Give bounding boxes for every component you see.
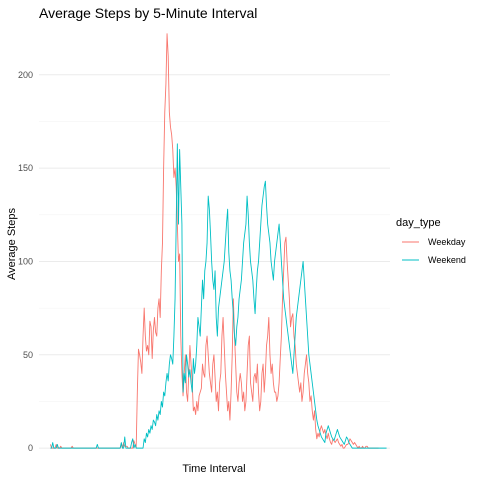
y-axis-ticks: 0 50 100 150 200	[18, 70, 33, 453]
legend-label-weekday: Weekday	[428, 237, 466, 247]
y-tick-label: 150	[18, 163, 33, 173]
y-tick-label: 50	[23, 350, 33, 360]
y-tick-label: 200	[18, 70, 33, 80]
series-lines	[49, 33, 387, 449]
chart-title: Average Steps by 5-Minute Interval	[39, 5, 257, 21]
series-line-weekday	[49, 33, 379, 449]
series-line-weekend	[50, 143, 387, 449]
legend-label-weekend: Weekend	[428, 255, 466, 265]
y-axis-title: Average Steps	[6, 208, 18, 280]
y-tick-label: 0	[28, 443, 33, 453]
x-axis-title: Time Interval	[182, 463, 245, 475]
grid	[39, 74, 390, 449]
legend-title: day_type	[396, 217, 441, 229]
y-tick-label: 100	[18, 256, 33, 266]
legend: day_type Weekday Weekend	[396, 217, 466, 265]
